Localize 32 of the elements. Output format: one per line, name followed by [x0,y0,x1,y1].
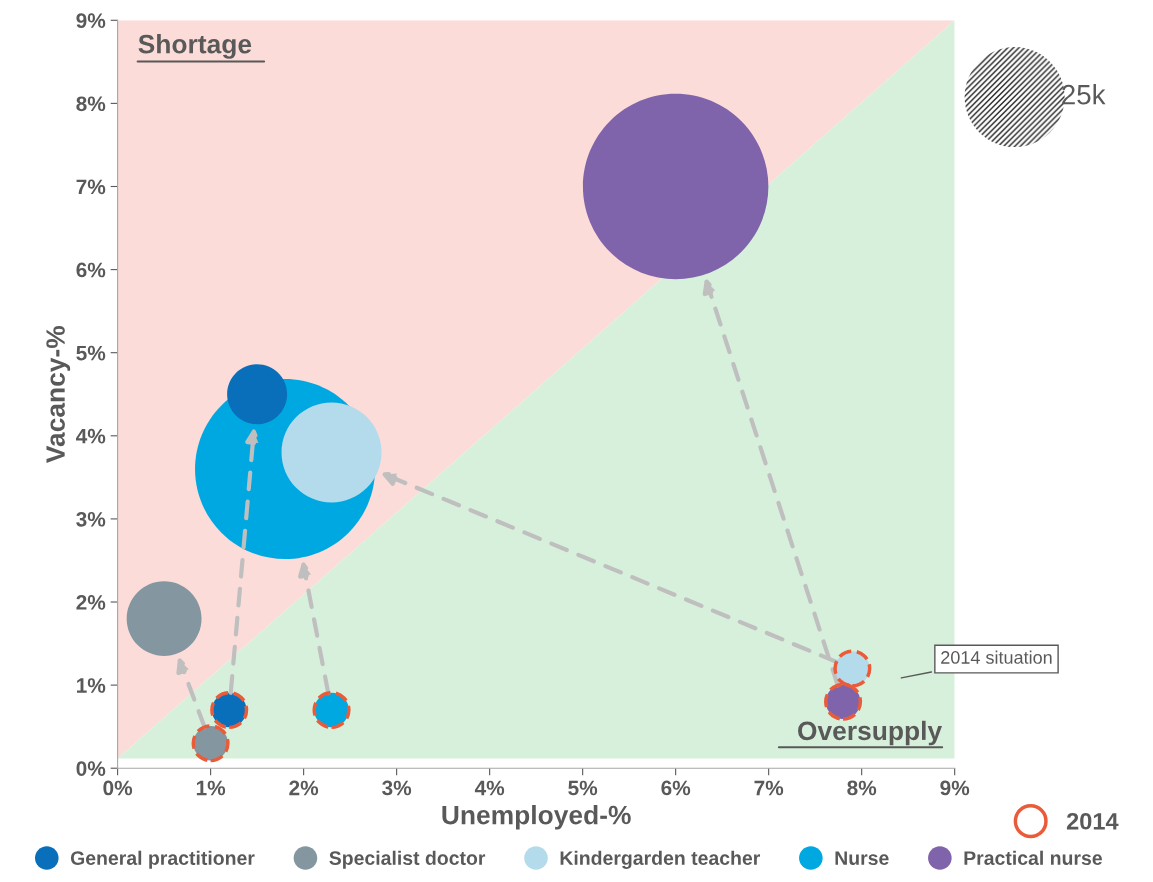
annotation: Oversupply [798,720,942,746]
y-tick-label: 3% [76,511,106,527]
legend-label: General practitioner [70,850,255,869]
y-tick-label: 9% [76,13,106,29]
x-tick-label: 7% [754,780,784,796]
x-tick-label: 5% [568,780,598,796]
x-tick-label: 9% [940,780,970,796]
y-tick-label: 6% [76,262,106,278]
x-tick-label: 6% [661,780,691,796]
y-axis-title: Vacancy-% [46,325,71,464]
x-tick-label: 4% [474,780,505,796]
legend-label: Practical nurse [964,850,1102,865]
x-tick-label: 1% [196,780,226,796]
x-tick-label: 8% [847,780,877,796]
y-tick-label: 2% [76,595,106,610]
y-tick-label: 0% [76,761,106,776]
y-tick-label: 7% [76,179,106,195]
y-tick-label: 8% [76,96,106,112]
annotation: Shortage [138,34,252,59]
y-tick-label: 1% [77,678,106,693]
legend-label: 2014 [1066,812,1119,830]
legend-label: 25k [1062,84,1106,105]
x-tick-label: 0% [103,780,133,796]
legend-label: Nurse [835,851,889,865]
x-axis-title: Unemployed-% [442,805,631,830]
x-tick-label: 2% [289,780,319,796]
y-tick-label: 5% [76,345,106,361]
legend-label: Specialist doctor [329,850,486,869]
legend-label: Kindergarden teacher [560,850,761,869]
y-tick-label: 4% [76,428,106,444]
annotation: 2014 situation [941,650,1052,664]
x-tick-label: 3% [382,780,412,796]
